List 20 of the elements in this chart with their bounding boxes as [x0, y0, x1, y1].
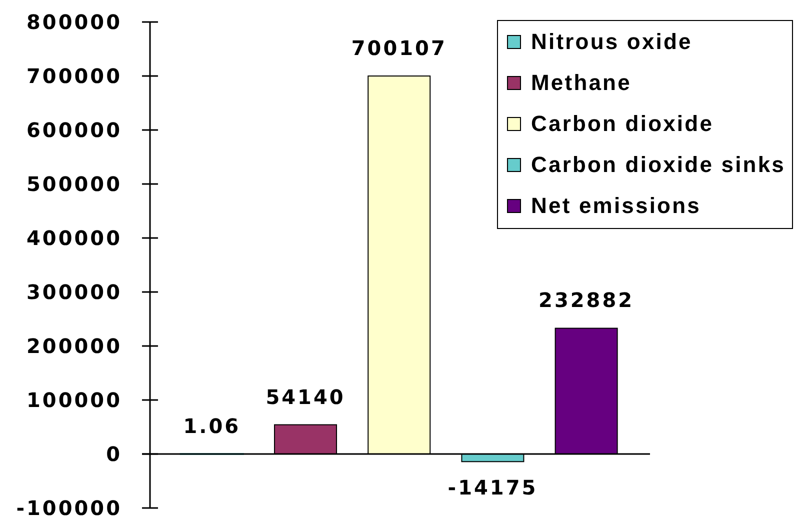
y-tick-label: 400000	[26, 226, 122, 250]
data-label: -14175	[448, 475, 538, 500]
data-label: 700107	[351, 36, 447, 60]
y-tick-label: 700000	[26, 64, 122, 88]
y-tick-label: 100000	[26, 388, 122, 412]
y-tick-label: 200000	[26, 334, 122, 358]
data-label: 54140	[266, 384, 346, 409]
legend-label: Methane	[531, 70, 632, 94]
legend-label: Nitrous oxide	[531, 28, 692, 54]
y-tick-label: -100000	[16, 496, 122, 520]
legend-label: Net emissions	[531, 192, 701, 218]
data-label: 1.06	[183, 414, 241, 438]
legend-label: Carbon dioxide	[531, 110, 714, 136]
legend-label: Carbon dioxide sinks	[531, 152, 786, 176]
y-tick-label: 800000	[26, 10, 122, 34]
y-tick-label: 500000	[26, 172, 122, 196]
y-tick-label: 600000	[26, 118, 122, 142]
y-tick-label: 0	[106, 442, 122, 466]
data-label: 232882	[538, 288, 634, 312]
y-tick-label: 300000	[26, 280, 122, 304]
